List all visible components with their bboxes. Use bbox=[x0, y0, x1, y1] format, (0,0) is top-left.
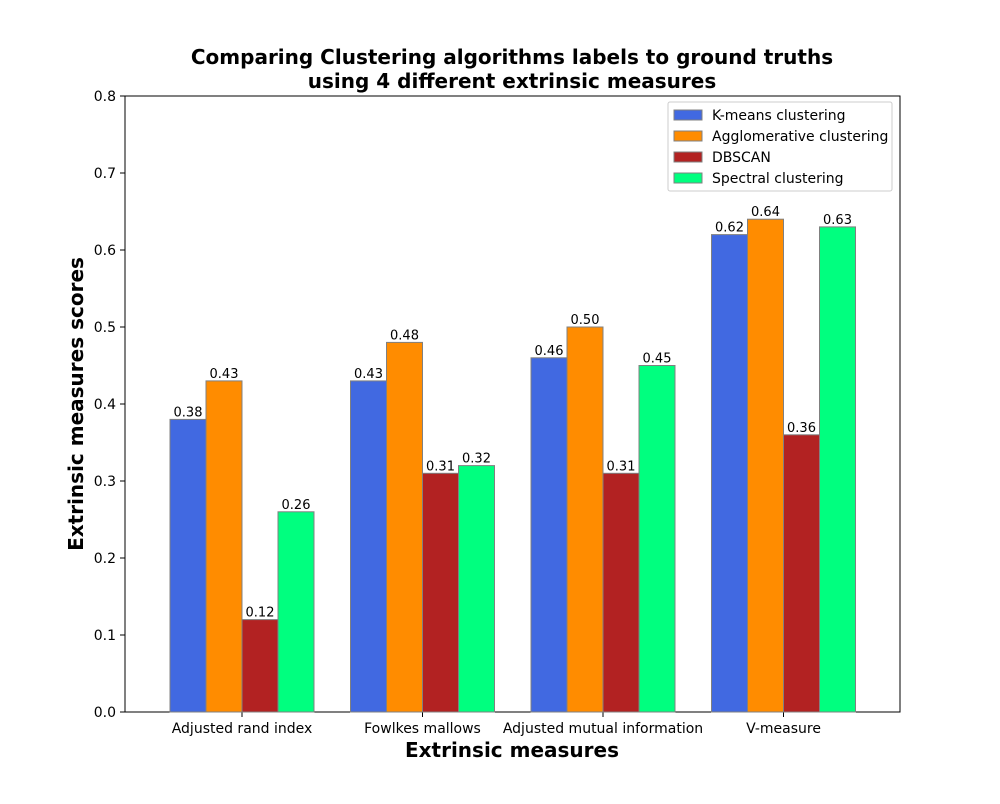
data-label: 0.26 bbox=[282, 498, 311, 513]
bar bbox=[277, 511, 315, 713]
legend-box bbox=[667, 101, 893, 192]
bar bbox=[530, 357, 568, 713]
data-label: 0.43 bbox=[210, 367, 239, 382]
legend-label: DBSCAN bbox=[712, 150, 771, 166]
data-label: 0.31 bbox=[607, 459, 636, 474]
data-label: 0.12 bbox=[246, 606, 275, 621]
y-tick-label: 0.8 bbox=[94, 89, 116, 105]
bar bbox=[350, 380, 387, 713]
data-label: 0.50 bbox=[571, 313, 600, 328]
data-label: 0.31 bbox=[426, 459, 455, 474]
data-label: 0.36 bbox=[787, 421, 816, 436]
bar bbox=[747, 218, 784, 713]
plot-area: 0.0 0.1 0.2 0.3 0.4 0.5 0.6 0.7 0.8 Adjusted rand… bbox=[94, 89, 901, 737]
legend-label: Spectral clustering bbox=[712, 171, 844, 187]
bar bbox=[458, 465, 495, 713]
bar bbox=[638, 365, 676, 713]
legend-swatch bbox=[673, 151, 703, 163]
y-tick-label: 0.3 bbox=[94, 474, 116, 490]
x-tick-label: Fowlkes mallows bbox=[364, 721, 481, 737]
bar bbox=[602, 472, 640, 713]
y-tick-label: 0.0 bbox=[94, 705, 116, 721]
bar bbox=[205, 380, 243, 713]
y-tick-label: 0.6 bbox=[94, 243, 116, 259]
data-label: 0.48 bbox=[390, 328, 419, 343]
data-label: 0.38 bbox=[174, 405, 203, 420]
legend-swatch bbox=[673, 172, 703, 184]
y-tick-label: 0.7 bbox=[94, 166, 116, 182]
bar bbox=[169, 418, 207, 713]
y-tick-label: 0.1 bbox=[94, 628, 116, 644]
chart-subtitle: using 4 different extrinsic measures bbox=[308, 69, 716, 93]
data-label: 0.32 bbox=[462, 452, 491, 467]
x-tick-label: Adjusted mutual information bbox=[503, 721, 703, 737]
data-label: 0.63 bbox=[823, 213, 852, 228]
x-axis-label: Extrinsic measures bbox=[405, 738, 619, 762]
data-label: 0.64 bbox=[751, 205, 780, 220]
data-label: 0.62 bbox=[715, 221, 744, 236]
y-axis-label: Extrinsic measures scores bbox=[64, 257, 88, 551]
bar bbox=[566, 326, 604, 713]
bar bbox=[422, 472, 459, 713]
legend-swatch bbox=[673, 130, 703, 142]
y-tick-label: 0.5 bbox=[94, 320, 116, 336]
legend-swatch bbox=[673, 109, 703, 121]
legend-label: K-means clustering bbox=[712, 108, 845, 124]
x-tick-label: V-measure bbox=[746, 721, 821, 737]
bar bbox=[241, 619, 279, 713]
data-label: 0.43 bbox=[354, 367, 383, 382]
bar bbox=[386, 341, 423, 713]
bar bbox=[711, 234, 748, 713]
y-tick-label: 0.4 bbox=[94, 397, 116, 413]
bar bbox=[819, 226, 856, 713]
bar bbox=[783, 434, 820, 713]
x-tick-label: Adjusted rand index bbox=[172, 721, 313, 737]
legend-label: Agglomerative clustering bbox=[712, 129, 888, 145]
y-tick-label: 0.2 bbox=[94, 551, 116, 567]
data-label: 0.46 bbox=[535, 344, 564, 359]
legend: K-means clustering Agglomerative clusteri… bbox=[667, 101, 893, 192]
chart-title: Comparing Clustering algorithms labels t… bbox=[191, 45, 833, 69]
data-label: 0.45 bbox=[643, 352, 672, 367]
